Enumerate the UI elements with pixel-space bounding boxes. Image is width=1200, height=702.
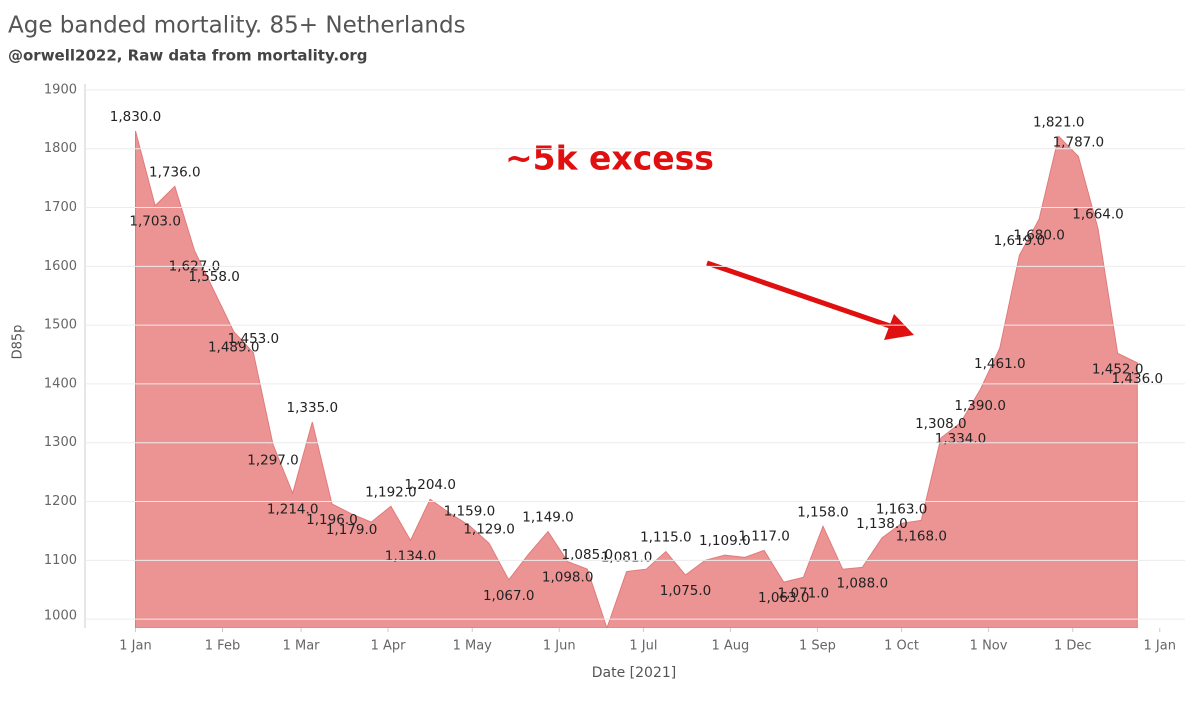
data-label: 1,138.0 <box>856 516 908 532</box>
data-label: 1,664.0 <box>1072 207 1124 223</box>
y-tick-label: 1600 <box>44 259 77 274</box>
y-tick-label: 1100 <box>44 553 77 568</box>
data-label: 1,335.0 <box>287 400 339 416</box>
arrow <box>706 260 914 340</box>
data-label: 1,308.0 <box>915 416 967 432</box>
data-label: 1,168.0 <box>895 528 947 544</box>
data-label: 1,787.0 <box>1053 134 1105 150</box>
y-tick-label: 1400 <box>44 376 77 391</box>
data-label: 1,558.0 <box>188 269 240 285</box>
data-label: 1,071.0 <box>778 585 830 601</box>
x-tick-label: 1 May <box>453 639 493 654</box>
data-label: 1,098.0 <box>542 570 594 586</box>
x-tick-label: 1 Jul <box>629 639 657 654</box>
data-label: 1,297.0 <box>247 453 299 469</box>
data-label: 1,159.0 <box>444 504 496 520</box>
data-label: 1,149.0 <box>522 510 574 526</box>
data-label: 1,109.0 <box>699 533 751 549</box>
data-label: 1,085.0 <box>562 547 614 563</box>
x-tick-label: 1 Jun <box>543 639 576 654</box>
x-tick-label: 1 Feb <box>205 639 240 654</box>
x-tick-label: 1 Nov <box>970 639 1008 654</box>
data-label: 1,680.0 <box>1013 227 1065 243</box>
y-tick-label: 1300 <box>44 435 77 450</box>
y-tick-label: 1000 <box>44 609 77 624</box>
x-tick-label: 1 Dec <box>1054 639 1092 654</box>
x-tick-label: 1 Sep <box>799 639 836 654</box>
data-label: 1,452.0 <box>1092 361 1144 377</box>
annotation: ~5k excess <box>505 139 714 178</box>
data-label: 1,117.0 <box>738 528 790 544</box>
chart-subtitle: @orwell2022, Raw data from mortality.org <box>8 47 368 65</box>
data-label: 1,619.0 <box>994 233 1046 249</box>
data-label: 1,192.0 <box>365 484 417 500</box>
data-label: 1,390.0 <box>954 398 1006 414</box>
y-tick-label: 1500 <box>44 318 77 333</box>
data-label: 1,703.0 <box>129 214 181 230</box>
data-label: 1,067.0 <box>483 588 535 604</box>
area <box>135 130 1138 628</box>
data-label: 1,736.0 <box>149 164 201 180</box>
x-tick-label: 1 Jan <box>119 639 151 654</box>
data-label: 1,158.0 <box>797 504 849 520</box>
y-tick-label: 1200 <box>44 494 77 509</box>
data-label: 1,129.0 <box>463 521 515 537</box>
data-label: 1,081.0 <box>601 550 653 566</box>
data-label: 1,163.0 <box>876 501 928 517</box>
y-axis-title: D85p <box>11 325 26 360</box>
x-tick-label: 1 Aug <box>712 639 750 654</box>
data-label: 1,063.0 <box>758 590 810 606</box>
data-label: 1,196.0 <box>306 512 358 528</box>
data-label: 1,436.0 <box>1112 371 1164 387</box>
chart-title: Age banded mortality. 85+ Netherlands <box>8 13 466 39</box>
y-tick-label: 1900 <box>44 82 77 97</box>
data-label: 1,134.0 <box>385 548 437 564</box>
data-label: 1,453.0 <box>228 331 280 347</box>
data-label: 1,489.0 <box>208 340 260 356</box>
x-tick-label: 1 Oct <box>884 639 919 654</box>
y-tick-label: 1700 <box>44 200 77 215</box>
data-label: 1,179.0 <box>326 522 378 538</box>
data-label: 1,830.0 <box>110 109 162 125</box>
x-tick-label: 1 Apr <box>371 639 407 654</box>
data-label: 1,204.0 <box>404 477 456 493</box>
data-label: 1,075.0 <box>660 583 712 599</box>
plot-area: 1,830.01,703.01,736.01,627.01,558.01,489… <box>110 109 1163 628</box>
data-label: 1,334.0 <box>935 431 987 447</box>
data-label: 1,461.0 <box>974 356 1026 372</box>
x-tick-label: 1 Jan <box>1144 639 1176 654</box>
data-label: 1,088.0 <box>837 575 889 591</box>
data-label: 1,214.0 <box>267 501 319 517</box>
data-label: 1,115.0 <box>640 530 692 546</box>
data-label: 1,821.0 <box>1033 114 1085 130</box>
x-tick-label: 1 Mar <box>283 639 321 654</box>
y-tick-label: 1800 <box>44 141 77 156</box>
x-axis-title: Date [2021] <box>592 665 676 681</box>
